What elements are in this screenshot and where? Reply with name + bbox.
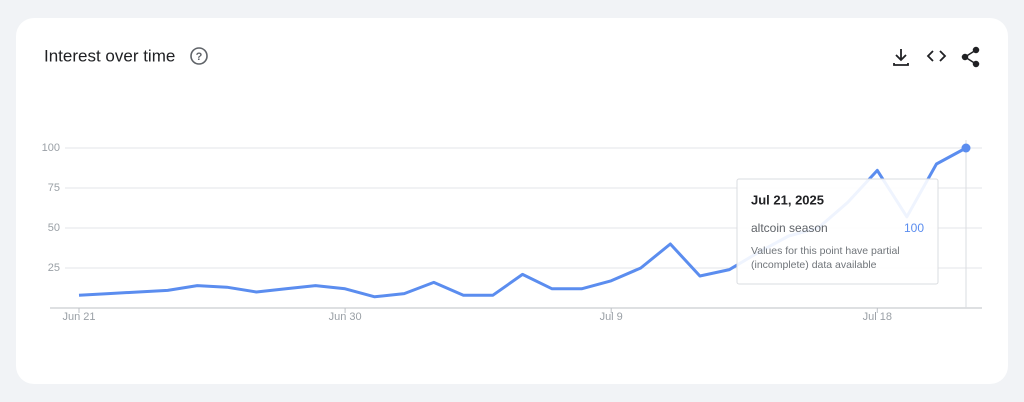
- hover-point: [961, 143, 971, 153]
- x-tick-label: Jun 21: [62, 311, 95, 323]
- x-tick-label: Jun 30: [329, 311, 362, 323]
- help-icon[interactable]: ?: [190, 47, 208, 65]
- y-tick-label: 25: [48, 262, 60, 274]
- tooltip-value: 100: [904, 221, 924, 235]
- y-tick-label: 75: [48, 182, 60, 194]
- x-tick-label: Jul 18: [863, 311, 892, 323]
- tooltip-note: (incomplete) data available: [751, 259, 877, 271]
- svg-text:?: ?: [196, 51, 203, 63]
- chart-title: Interest over time: [44, 46, 175, 65]
- tooltip-note: Values for this point have partial: [751, 245, 900, 257]
- tooltip-box: [736, 178, 939, 285]
- tooltip-series: altcoin season: [751, 221, 828, 235]
- y-tick-label: 100: [42, 142, 60, 154]
- share-icon[interactable]: [961, 46, 980, 68]
- x-tick-label: Jul 9: [600, 311, 623, 323]
- download-icon[interactable]: [893, 49, 909, 66]
- y-tick-label: 50: [48, 222, 60, 234]
- tooltip-date: Jul 21, 2025: [751, 192, 824, 207]
- tooltip: Jul 21, 2025 altcoin season 100 Values f…: [736, 178, 939, 285]
- embed-icon[interactable]: [926, 50, 947, 62]
